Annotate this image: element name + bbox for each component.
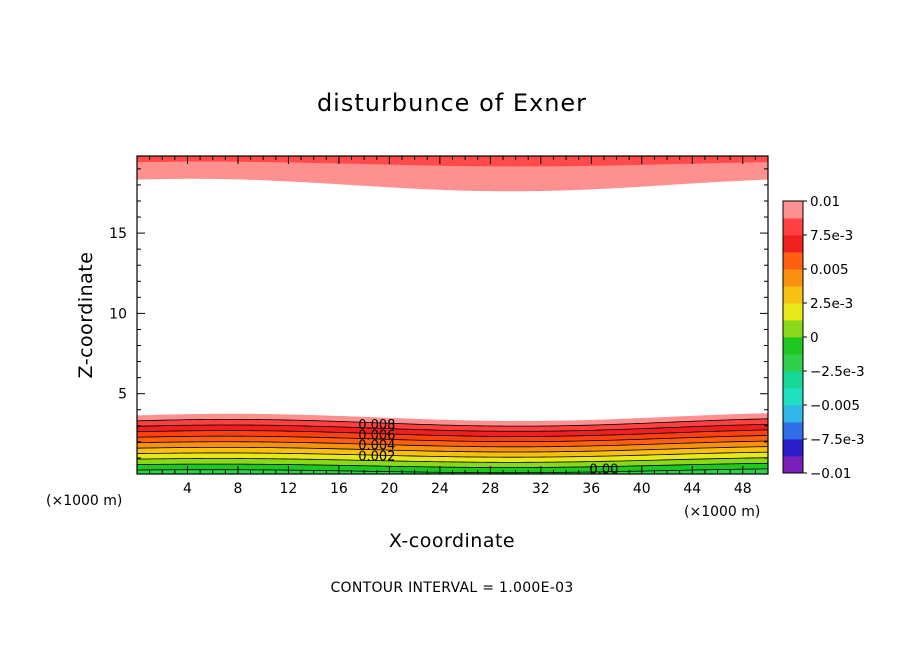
colorbar-swatch bbox=[783, 405, 803, 423]
contour-line bbox=[137, 457, 768, 463]
x-unit-left: (×1000 m) bbox=[46, 493, 122, 509]
chart-title: disturbunce of Exner bbox=[317, 89, 587, 117]
colorbar-swatch bbox=[783, 337, 803, 355]
colorbar-tick-label: 2.5e-3 bbox=[810, 296, 853, 312]
contour-label: 0.002 bbox=[358, 450, 395, 465]
y-axis-ticks: 5 10 15 bbox=[109, 168, 768, 459]
contour-lines bbox=[137, 418, 768, 474]
colorbar-tick-label: 0 bbox=[810, 330, 819, 346]
contour-line bbox=[137, 435, 768, 443]
x-tick-label: 20 bbox=[380, 481, 398, 497]
colorbar-swatch bbox=[783, 456, 803, 474]
x-tick-label: 40 bbox=[633, 481, 651, 497]
colorbar-tick-label: −2.5e-3 bbox=[810, 364, 865, 380]
y-axis-label: Z-coordinate bbox=[75, 252, 97, 379]
y-tick-label: 10 bbox=[109, 306, 127, 322]
contour-line bbox=[137, 423, 768, 432]
contour-fill bbox=[137, 156, 768, 474]
colorbar-tick-label: −0.01 bbox=[810, 466, 851, 482]
contour-interval-note: CONTOUR INTERVAL = 1.000E-03 bbox=[330, 580, 573, 596]
x-tick-label: 44 bbox=[683, 481, 701, 497]
colorbar: 0.01 7.5e-3 0.005 2.5e-3 0 −2.5e-3 −0.005 −7.5e… bbox=[782, 194, 865, 482]
x-tick-label: 12 bbox=[280, 481, 298, 497]
colorbar-tick-label: 0.005 bbox=[810, 262, 849, 278]
y-tick-label: 15 bbox=[109, 226, 127, 242]
contour-line bbox=[137, 446, 768, 453]
colorbar-tick-label: 0.01 bbox=[810, 194, 840, 210]
contour-label: 0.004 bbox=[358, 438, 395, 453]
x-axis-ticks: 4 8 12 16 20 24 28 32 36 40 44 48 bbox=[149, 156, 756, 497]
contour-label: 0.008 bbox=[358, 418, 395, 433]
x-axis-label: X-coordinate bbox=[389, 530, 515, 552]
x-tick-label: 48 bbox=[734, 481, 752, 497]
contour-label: 0.006 bbox=[358, 429, 395, 444]
colorbar-swatch bbox=[783, 439, 803, 457]
x-tick-label: 8 bbox=[233, 481, 242, 497]
colorbar-swatch bbox=[783, 252, 803, 270]
colorbar-swatch bbox=[783, 354, 803, 372]
colorbar-swatch bbox=[783, 422, 803, 440]
colorbar-tick-label: −7.5e-3 bbox=[810, 432, 865, 448]
contour-line bbox=[137, 440, 768, 448]
contour-band bbox=[137, 156, 768, 167]
colorbar-swatch bbox=[783, 286, 803, 304]
contour-line bbox=[137, 418, 768, 427]
contour-label: 0.00 bbox=[589, 462, 618, 477]
colorbar-swatch bbox=[783, 371, 803, 389]
y-tick-label: 5 bbox=[118, 387, 127, 403]
contour-line bbox=[137, 429, 768, 437]
x-tick-label: 16 bbox=[330, 481, 348, 497]
colorbar-swatch bbox=[783, 269, 803, 287]
colorbar-swatch bbox=[783, 303, 803, 321]
x-tick-label: 32 bbox=[532, 481, 550, 497]
colorbar-swatch bbox=[783, 235, 803, 253]
colorbar-swatch bbox=[783, 320, 803, 338]
x-tick-label: 24 bbox=[431, 481, 449, 497]
colorbar-tick-label: −0.005 bbox=[810, 398, 860, 414]
colorbar-tick-label: 7.5e-3 bbox=[810, 228, 853, 244]
contour-line bbox=[137, 451, 768, 458]
x-tick-label: 4 bbox=[183, 481, 192, 497]
colorbar-swatch bbox=[783, 201, 803, 219]
contour-line bbox=[137, 462, 768, 468]
colorbar-swatch bbox=[783, 218, 803, 236]
x-unit-right: (×1000 m) bbox=[684, 504, 760, 520]
x-tick-label: 36 bbox=[582, 481, 600, 497]
colorbar-swatch bbox=[783, 388, 803, 406]
contour-band bbox=[137, 468, 768, 474]
x-tick-label: 28 bbox=[481, 481, 499, 497]
